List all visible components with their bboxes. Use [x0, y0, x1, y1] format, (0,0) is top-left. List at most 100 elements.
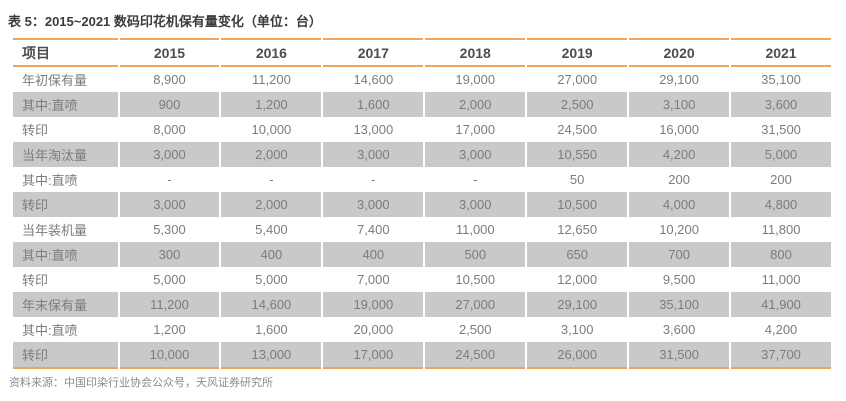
source-note: 资料来源：中国印染行业协会公众号，天风证券研究所: [9, 377, 273, 389]
cell-value: 14,600: [221, 292, 322, 317]
cell-value: 13,000: [323, 117, 424, 142]
cell-value: 11,200: [119, 292, 220, 317]
cell-value: -: [119, 167, 220, 192]
cell-value: 8,000: [119, 117, 220, 142]
row-label: 当年淘汰量: [13, 142, 118, 167]
cell-value: 11,800: [731, 217, 831, 242]
cell-value: 3,600: [629, 317, 730, 342]
cell-value: 31,500: [629, 342, 730, 369]
cell-value: 5,300: [119, 217, 220, 242]
cell-value: 1,200: [221, 92, 322, 117]
row-label: 转印: [13, 267, 118, 292]
column-header-year-2020: 2020: [629, 38, 730, 67]
cell-value: 800: [731, 242, 831, 267]
cell-value: 35,100: [731, 67, 831, 92]
cell-value: 7,000: [323, 267, 424, 292]
table-header: 项目 2015 2016 2017 2018 2019 2020 2021: [13, 38, 831, 67]
cell-value: 1,600: [323, 92, 424, 117]
cell-value: 37,700: [731, 342, 831, 369]
cell-value: 2,500: [425, 317, 526, 342]
cell-value: 41,900: [731, 292, 831, 317]
cell-value: 10,000: [119, 342, 220, 369]
table-body: 年初保有量 8,900 11,200 14,600 19,000 27,000 29,100…: [13, 67, 831, 369]
cell-value: 400: [323, 242, 424, 267]
cell-value: 3,000: [425, 142, 526, 167]
cell-value: 24,500: [527, 117, 628, 142]
cell-value: 4,000: [629, 192, 730, 217]
cell-value: 16,000: [629, 117, 730, 142]
table-row: 转印 3,000 2,000 3,000 3,000 10,500 4,000 4,800: [13, 192, 831, 217]
table-row: 转印 10,000 13,000 17,000 24,500 26,000 31,500 37…: [13, 342, 831, 369]
row-label: 年初保有量: [13, 67, 118, 92]
cell-value: 4,200: [629, 142, 730, 167]
table-row: 年末保有量 11,200 14,600 19,000 27,000 29,100 35,10…: [13, 292, 831, 317]
column-header-year-2017: 2017: [323, 38, 424, 67]
cell-value: 200: [629, 167, 730, 192]
cell-value: 3,000: [119, 192, 220, 217]
cell-value: 12,000: [527, 267, 628, 292]
row-label: 其中:直喷: [13, 317, 118, 342]
cell-value: -: [323, 167, 424, 192]
column-header-year-2015: 2015: [119, 38, 220, 67]
holdings-table: 项目 2015 2016 2017 2018 2019 2020 2021 年初保有量 8,90…: [11, 38, 833, 369]
row-label: 当年装机量: [13, 217, 118, 242]
cell-value: 11,200: [221, 67, 322, 92]
table-row: 当年装机量 5,300 5,400 7,400 11,000 12,650 10,200 11…: [13, 217, 831, 242]
cell-value: 13,000: [221, 342, 322, 369]
cell-value: 200: [731, 167, 831, 192]
cell-value: 300: [119, 242, 220, 267]
table-row: 转印 5,000 5,000 7,000 10,500 12,000 9,500 11,000: [13, 267, 831, 292]
table-row: 其中:直喷 900 1,200 1,600 2,000 2,500 3,100 3,600: [13, 92, 831, 117]
cell-value: 4,800: [731, 192, 831, 217]
table-row: 当年淘汰量 3,000 2,000 3,000 3,000 10,550 4,200 5,00…: [13, 142, 831, 167]
cell-value: 5,400: [221, 217, 322, 242]
cell-value: 2,000: [221, 192, 322, 217]
cell-value: 10,500: [527, 192, 628, 217]
row-label: 转印: [13, 342, 118, 369]
column-header-year-2016: 2016: [221, 38, 322, 67]
table-row: 转印 8,000 10,000 13,000 17,000 24,500 16,000 31,…: [13, 117, 831, 142]
cell-value: 17,000: [425, 117, 526, 142]
cell-value: 3,000: [323, 142, 424, 167]
table-row: 年初保有量 8,900 11,200 14,600 19,000 27,000 29,100…: [13, 67, 831, 92]
cell-value: 31,500: [731, 117, 831, 142]
cell-value: 29,100: [629, 67, 730, 92]
cell-value: 24,500: [425, 342, 526, 369]
cell-value: 900: [119, 92, 220, 117]
cell-value: 400: [221, 242, 322, 267]
row-label: 年末保有量: [13, 292, 118, 317]
cell-value: 35,100: [629, 292, 730, 317]
column-header-year-2018: 2018: [425, 38, 526, 67]
cell-value: 29,100: [527, 292, 628, 317]
cell-value: 14,600: [323, 67, 424, 92]
cell-value: 2,000: [221, 142, 322, 167]
table-row: 其中:直喷 1,200 1,600 20,000 2,500 3,100 3,600 4,20…: [13, 317, 831, 342]
row-label: 其中:直喷: [13, 92, 118, 117]
cell-value: 11,000: [425, 217, 526, 242]
column-header-year-2021: 2021: [731, 38, 831, 67]
cell-value: 1,600: [221, 317, 322, 342]
cell-value: 5,000: [119, 267, 220, 292]
row-label: 转印: [13, 117, 118, 142]
cell-value: 3,600: [731, 92, 831, 117]
table-title: 表 5：2015~2021 数码印花机保有量变化（单位：台）: [8, 14, 322, 29]
cell-value: 10,000: [221, 117, 322, 142]
table-row: 其中:直喷 - - - -50 200 200: [13, 167, 831, 192]
cell-value: 8,900: [119, 67, 220, 92]
cell-value: 17,000: [323, 342, 424, 369]
cell-value: 10,550: [527, 142, 628, 167]
column-header-item: 项目: [13, 38, 118, 67]
cell-value: 5,000: [731, 142, 831, 167]
cell-value: 7,400: [323, 217, 424, 242]
cell-value: 2,000: [425, 92, 526, 117]
cell-value: -: [221, 167, 322, 192]
cell-value: 3,100: [629, 92, 730, 117]
cell-value: 500: [425, 242, 526, 267]
cell-value: 650: [527, 242, 628, 267]
cell-value: 10,500: [425, 267, 526, 292]
table-row: 其中:直喷 300 400 400 500 650 700 800: [13, 242, 831, 267]
header-row: 项目 2015 2016 2017 2018 2019 2020 2021: [13, 38, 831, 67]
cell-value: 27,000: [425, 292, 526, 317]
cell-value: 1,200: [119, 317, 220, 342]
